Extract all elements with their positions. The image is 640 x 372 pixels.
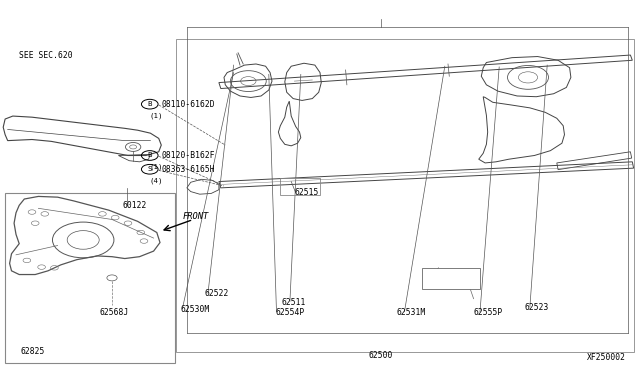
Text: 62530M: 62530M	[180, 305, 210, 314]
Bar	[176, 39, 634, 352]
Text: 62500: 62500	[369, 351, 393, 360]
Text: 62568J: 62568J	[99, 308, 129, 317]
Text: 62511: 62511	[282, 298, 306, 307]
Bar	[422, 268, 480, 289]
Text: 62523: 62523	[525, 303, 549, 312]
Text: B: B	[147, 101, 152, 107]
Text: XF250002: XF250002	[587, 353, 626, 362]
Text: FRONT: FRONT	[183, 212, 209, 221]
Text: 08110-6162D: 08110-6162D	[161, 100, 215, 109]
Text: 62554P: 62554P	[275, 308, 305, 317]
Text: (1): (1)	[150, 112, 163, 119]
Text: 96010F: 96010F	[426, 274, 455, 283]
Text: 08363-6165H: 08363-6165H	[161, 165, 215, 174]
Text: (4): (4)	[150, 177, 163, 184]
Text: S: S	[147, 166, 152, 172]
Text: 08120-B162F: 08120-B162F	[161, 151, 215, 160]
Text: 62531M: 62531M	[397, 308, 426, 317]
Text: B: B	[147, 153, 152, 158]
Bar	[5, 193, 175, 363]
Text: 62555P: 62555P	[474, 308, 503, 317]
Bar	[280, 178, 320, 195]
Text: SEE SEC.620: SEE SEC.620	[19, 51, 73, 60]
Text: 62522: 62522	[205, 289, 229, 298]
Text: 62515: 62515	[294, 188, 319, 197]
Text: 62825: 62825	[20, 347, 45, 356]
Text: 60122: 60122	[123, 201, 147, 210]
Text: (1): (1)	[150, 163, 163, 170]
